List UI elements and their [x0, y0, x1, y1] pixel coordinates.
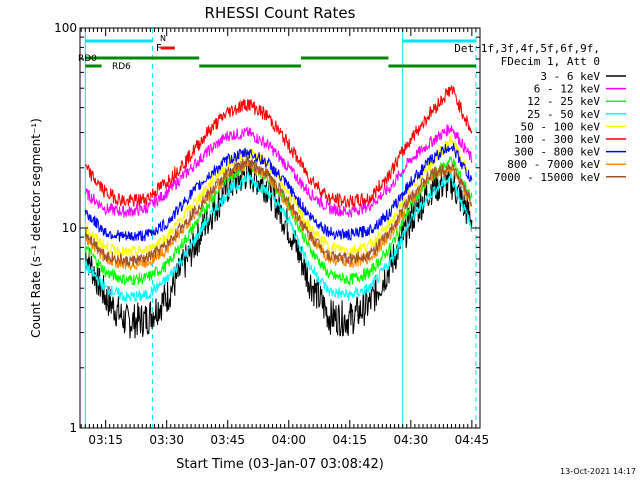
- series-100-300-kev: [84, 84, 473, 209]
- legend-header: Det 1f,3f,4f,5f,6f,9f,: [454, 42, 600, 55]
- chart-title: RHESSI Count Rates: [205, 4, 356, 22]
- legend-label: 6 - 12 keV: [534, 83, 601, 96]
- x-tick-label: 03:30: [149, 433, 184, 447]
- series-7000-15000-kev: [84, 155, 473, 267]
- x-tick-label: 04:45: [455, 433, 490, 447]
- legend-label: 300 - 800 keV: [514, 146, 600, 159]
- legend-header: FDecim 1, Att 0: [501, 55, 600, 68]
- top-bar-label: N: [160, 34, 166, 43]
- y-tick-label: 10: [62, 221, 77, 235]
- rd0-label: RD0: [78, 54, 97, 64]
- legend-label: 7000 - 15000 keV: [494, 171, 600, 184]
- legend-label: 12 - 25 keV: [527, 95, 600, 108]
- legend: Det 1f,3f,4f,5f,6f,9f,FDecim 1, Att 0 3 -…: [454, 42, 626, 184]
- legend-label: 50 - 100 keV: [521, 120, 601, 133]
- timestamp: 13-Oct-2021 14:17: [560, 467, 636, 476]
- series-6-12-kev: [85, 124, 473, 219]
- legend-label: 25 - 50 keV: [527, 108, 600, 121]
- plot-area: NF RD0 RD6: [78, 27, 481, 429]
- x-axis: 03:15 03:30 03:45 04:00 04:15 04:30 04:45: [80, 28, 490, 447]
- x-tick-label: 04:00: [271, 433, 306, 447]
- y-tick-label: 100: [54, 21, 77, 35]
- series-300-800-kev: [84, 143, 473, 242]
- annotation-bars: NF RD0 RD6: [78, 34, 476, 72]
- y-tick-label: 1: [69, 421, 77, 435]
- y-axis-label: Count Rate (s⁻¹ detector segment⁻¹): [29, 118, 43, 338]
- x-tick-label: 03:45: [210, 433, 245, 447]
- x-axis-label: Start Time (03-Jan-07 03:08:42): [176, 457, 384, 472]
- series-3-6-kev: [84, 157, 473, 339]
- x-tick-label: 04:30: [394, 433, 429, 447]
- series-25-50-kev: [84, 170, 473, 303]
- legend-label: 3 - 6 keV: [540, 70, 600, 83]
- x-tick-label: 04:15: [332, 433, 367, 447]
- series-lines: [84, 84, 473, 339]
- y-axis: 1 10 100: [54, 21, 480, 435]
- legend-label: 800 - 7000 keV: [507, 158, 600, 171]
- flare-label: F: [156, 43, 162, 54]
- x-tick-label: 03:15: [88, 433, 123, 447]
- rd6-label: RD6: [112, 62, 131, 72]
- plot-frame: [79, 27, 481, 429]
- series-12-25-kev: [84, 156, 473, 286]
- legend-label: 100 - 300 keV: [514, 133, 600, 146]
